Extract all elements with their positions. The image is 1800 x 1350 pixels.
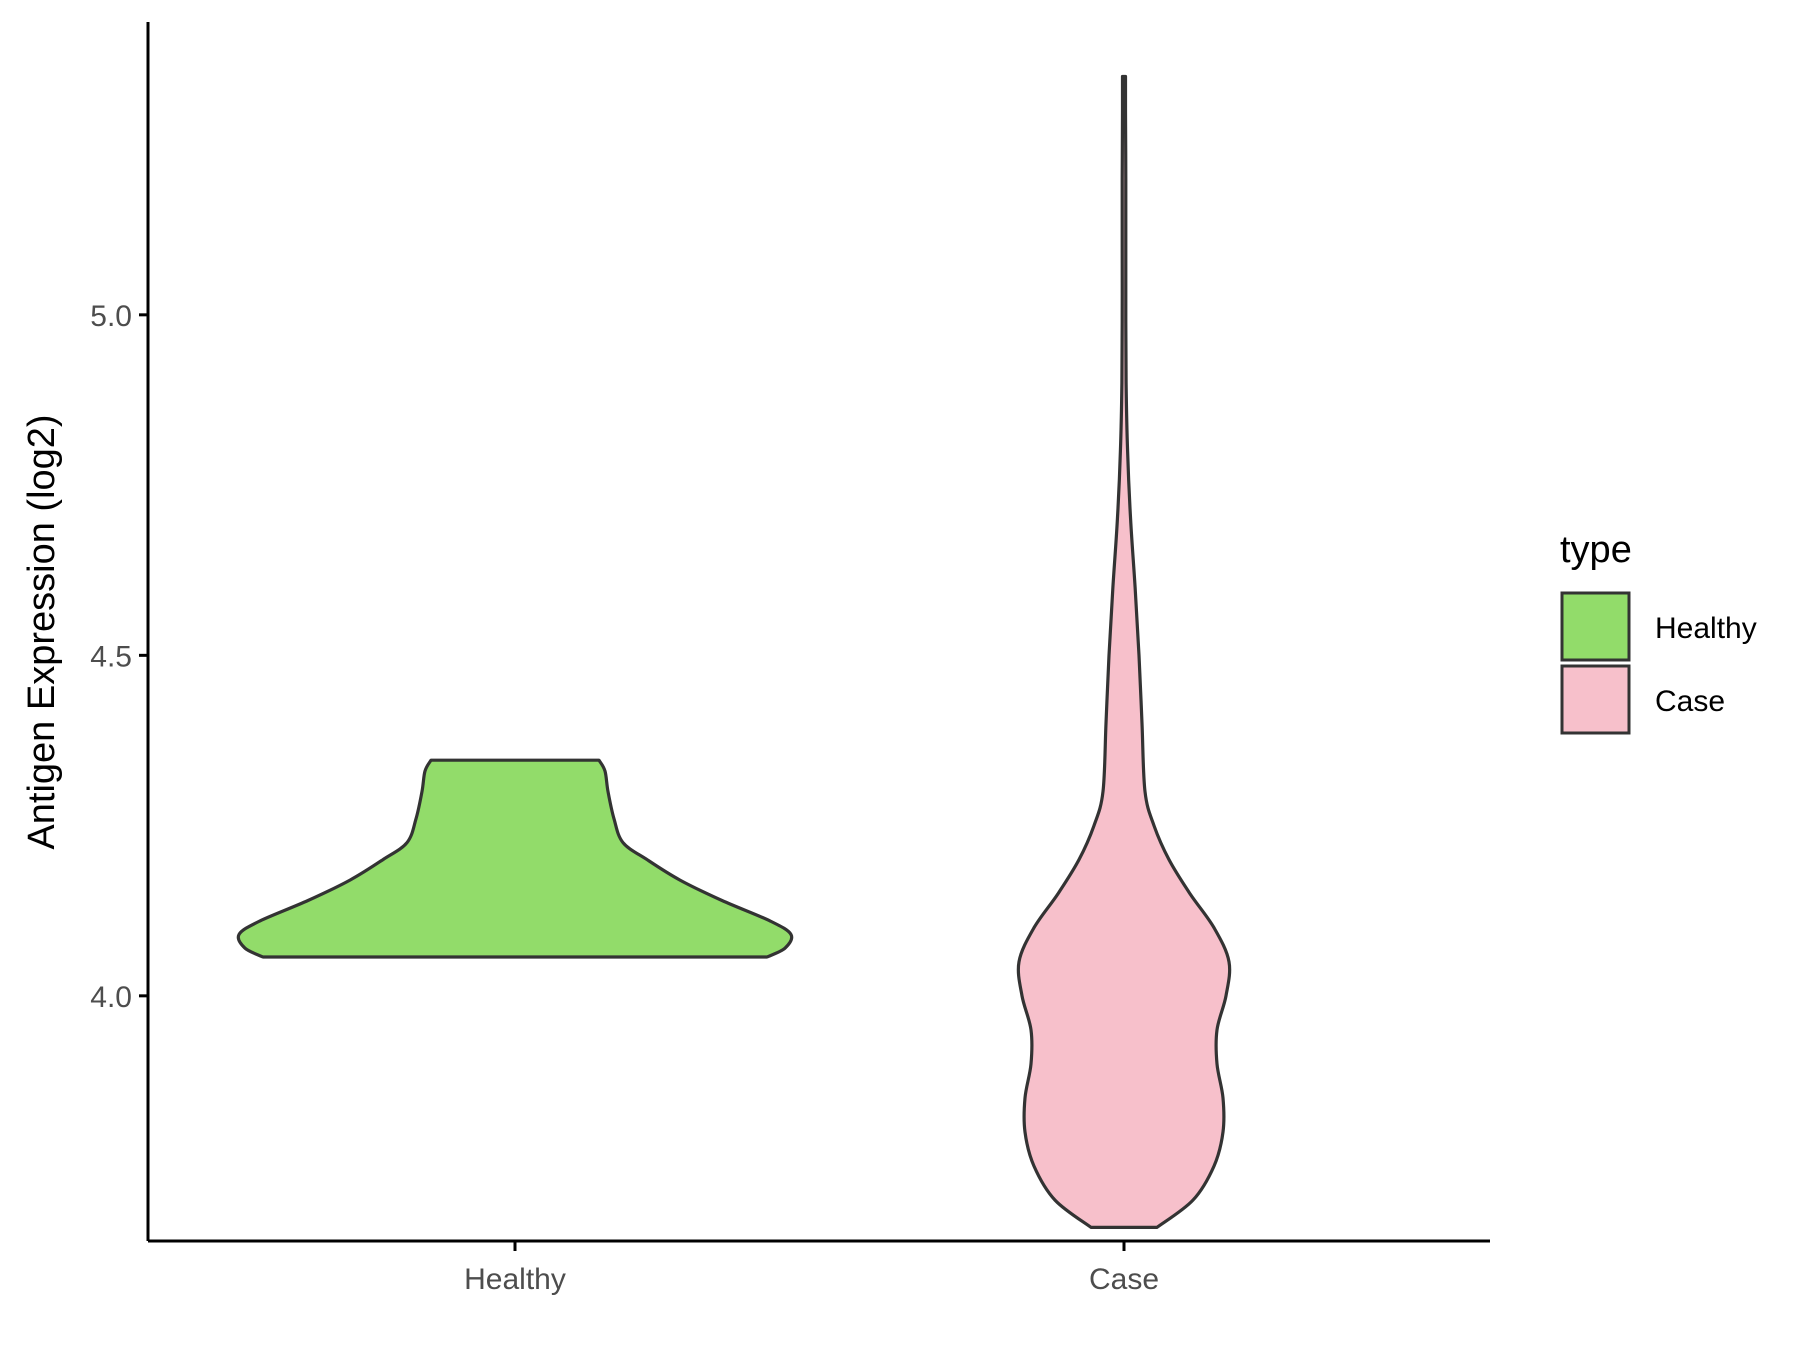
violin-healthy	[236, 758, 794, 959]
y-tick-label: 4.0	[90, 981, 132, 1014]
legend-swatch-healthy	[1560, 591, 1631, 662]
y-axis-title: Antigen Expression (log2)	[21, 414, 63, 849]
y-tick-label: 4.5	[90, 640, 132, 673]
legend-label-case: Case	[1655, 685, 1725, 718]
legend-label-healthy: Healthy	[1655, 612, 1757, 645]
x-ticks: Healthy Case	[464, 1241, 1159, 1296]
legend: type Healthy Case	[1560, 529, 1757, 735]
x-tick-label: Case	[1089, 1263, 1159, 1296]
x-tick-label: Healthy	[464, 1263, 566, 1296]
violins-layer	[236, 74, 1232, 1229]
legend-title: type	[1560, 529, 1632, 571]
y-tick-label: 5.0	[90, 300, 132, 333]
legend-swatch-case	[1560, 664, 1631, 735]
violin-case	[1016, 74, 1232, 1229]
legend-entries: Healthy Case	[1560, 591, 1757, 735]
y-ticks: 4.0 4.5 5.0	[90, 300, 148, 1014]
